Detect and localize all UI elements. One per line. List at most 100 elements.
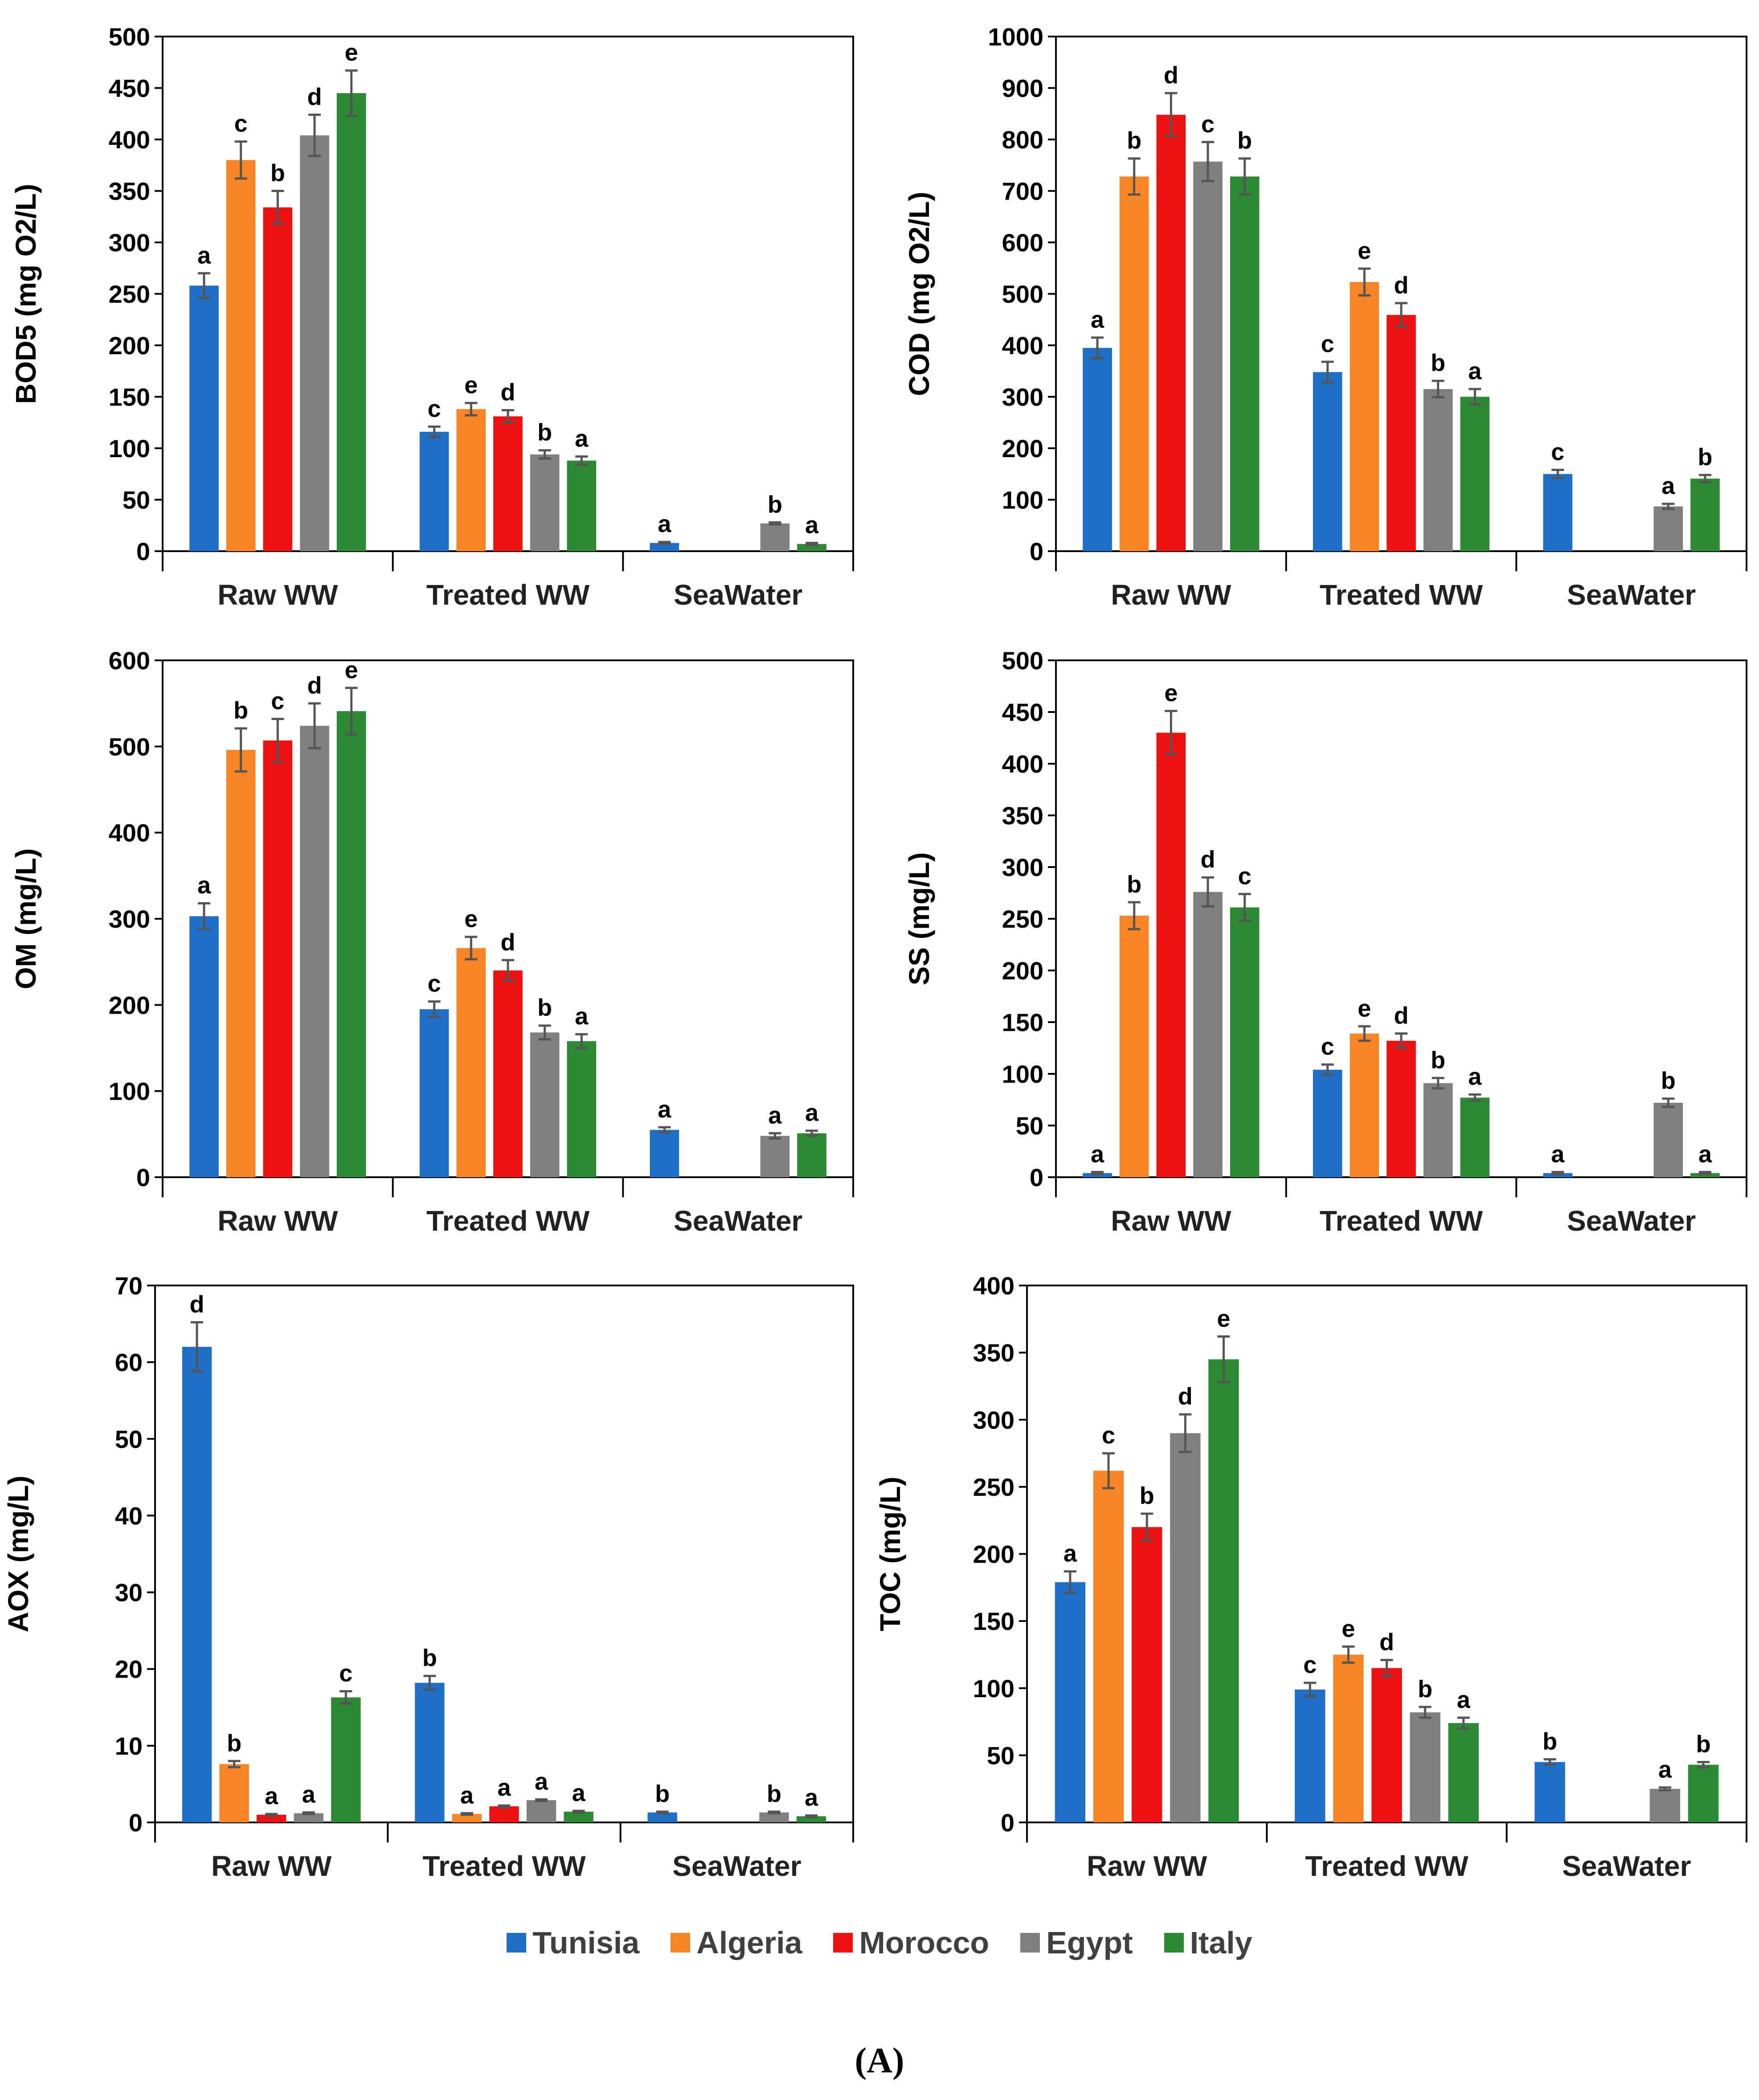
significance-label: d xyxy=(1178,1383,1193,1410)
figure-caption: (A) xyxy=(855,2041,904,2080)
bar-italy-treated-ww xyxy=(567,1041,597,1177)
significance-label: d xyxy=(501,379,515,406)
y-tick-label: 350 xyxy=(109,177,150,205)
x-category-label: Raw WW xyxy=(211,1850,332,1882)
chart-panel-om: 0 100 200 300 400 500 600 OM (mg/L) Raw WW Treate… xyxy=(10,647,854,1237)
y-axis-title: COD (mg O2/L) xyxy=(903,192,935,396)
bar-italy-treated-ww xyxy=(1448,1723,1479,1822)
chart-panel-aox: 0 10 20 30 40 50 60 70 AOX (mg/L) Raw WW Treated W… xyxy=(2,1272,854,1882)
bar-algeria-treated-ww xyxy=(456,409,486,551)
bar-egypt-raw-ww xyxy=(1193,892,1223,1177)
significance-label: a xyxy=(575,1003,589,1030)
bar-algeria-treated-ww xyxy=(1333,1654,1364,1822)
bar-morocco-treated-ww xyxy=(1387,1040,1416,1177)
legend-label-tunisia: Tunisia xyxy=(532,1925,640,1960)
bar-tunisia-raw-ww xyxy=(1083,348,1112,551)
significance-label: c xyxy=(428,395,441,422)
bar-italy-seawater xyxy=(1688,1764,1719,1822)
significance-label: e xyxy=(1358,995,1371,1022)
significance-label: b xyxy=(1418,1676,1432,1703)
significance-label: d xyxy=(1164,62,1178,89)
significance-label: b xyxy=(1431,350,1445,377)
y-tick-label: 100 xyxy=(1002,486,1043,514)
bar-tunisia-raw-ww xyxy=(189,916,219,1177)
x-category-label: Treated WW xyxy=(426,579,590,611)
significance-label: a xyxy=(302,1781,316,1808)
y-tick-label: 300 xyxy=(1002,853,1043,881)
bar-italy-seawater xyxy=(797,1133,826,1177)
significance-label: e xyxy=(1164,680,1178,707)
y-tick-label: 700 xyxy=(1002,177,1043,205)
bar-tunisia-raw-ww xyxy=(182,1347,212,1822)
significance-label: c xyxy=(428,970,441,997)
significance-label: e xyxy=(1358,237,1371,264)
bar-italy-seawater xyxy=(796,1816,826,1822)
significance-label: d xyxy=(1379,1629,1394,1655)
significance-label: a xyxy=(1457,1687,1471,1713)
bar-egypt-treated-ww xyxy=(1423,389,1453,551)
significance-label: c xyxy=(234,111,248,137)
legend-label-italy: Italy xyxy=(1190,1925,1252,1960)
bar-egypt-seawater xyxy=(1653,506,1683,551)
bar-egypt-raw-ww xyxy=(300,135,329,551)
bar-morocco-treated-ww xyxy=(493,970,523,1177)
x-category-label: SeaWater xyxy=(1562,1850,1691,1882)
y-tick-label: 300 xyxy=(109,229,150,257)
bar-egypt-seawater xyxy=(760,1136,790,1177)
significance-label: e xyxy=(345,39,358,66)
significance-label: d xyxy=(1394,272,1409,299)
legend-item-algeria: Algeria xyxy=(671,1925,802,1961)
y-tick-label: 350 xyxy=(973,1339,1014,1367)
x-category-label: Raw WW xyxy=(217,1205,338,1237)
y-axis-title: TOC (mg/L) xyxy=(874,1477,906,1631)
significance-label: a xyxy=(497,1774,511,1801)
bar-tunisia-treated-ww xyxy=(1313,1069,1342,1177)
bar-italy-treated-ww xyxy=(567,460,597,551)
bar-italy-treated-ww xyxy=(1460,397,1490,551)
significance-label: b xyxy=(768,491,782,518)
x-category-label: Raw WW xyxy=(1111,579,1231,611)
significance-label: e xyxy=(464,906,478,933)
bar-italy-seawater xyxy=(797,544,826,551)
y-tick-label: 0 xyxy=(1030,537,1043,565)
bar-morocco-treated-ww xyxy=(493,416,523,551)
chart-panel-ss: 0 50 100 150 200 250 300 350 400 450 500 SS (mg/L) R… xyxy=(903,647,1747,1237)
significance-label: b xyxy=(1698,444,1713,471)
bar-algeria-treated-ww xyxy=(452,1814,482,1822)
y-tick-label: 100 xyxy=(973,1674,1014,1703)
y-axis-title: OM (mg/L) xyxy=(10,848,42,989)
y-tick-label: 900 xyxy=(1002,74,1043,102)
bar-tunisia-seawater xyxy=(647,1812,677,1822)
significance-label: d xyxy=(307,84,322,111)
y-tick-label: 400 xyxy=(109,819,150,847)
y-tick-label: 400 xyxy=(1002,750,1043,778)
significance-label: a xyxy=(658,1096,671,1123)
significance-label: c xyxy=(339,1660,352,1687)
y-tick-label: 400 xyxy=(1002,332,1043,360)
significance-label: b xyxy=(767,1781,781,1807)
bar-tunisia-seawater xyxy=(1543,474,1573,551)
significance-label: b xyxy=(1431,1047,1445,1073)
y-tick-label: 400 xyxy=(973,1272,1014,1300)
legend-swatch-morocco xyxy=(833,1933,853,1953)
legend-swatch-egypt xyxy=(1020,1933,1040,1953)
significance-label: a xyxy=(658,511,671,537)
y-tick-label: 200 xyxy=(973,1540,1014,1568)
y-tick-label: 0 xyxy=(129,1809,143,1837)
bar-italy-raw-ww xyxy=(1230,907,1260,1177)
significance-label: a xyxy=(1658,1756,1672,1783)
significance-label: a xyxy=(460,1782,474,1809)
y-tick-label: 100 xyxy=(109,1077,150,1105)
significance-label: c xyxy=(1102,1422,1115,1449)
x-category-label: Treated WW xyxy=(422,1850,586,1882)
y-tick-label: 200 xyxy=(109,991,150,1019)
bar-morocco-raw-ww xyxy=(263,207,293,552)
y-tick-label: 250 xyxy=(109,280,150,308)
bar-egypt-raw-ww xyxy=(1193,161,1223,551)
significance-label: a xyxy=(1698,1141,1712,1167)
bar-egypt-treated-ww xyxy=(530,1032,560,1177)
bar-tunisia-seawater xyxy=(1534,1762,1565,1822)
significance-label: d xyxy=(1394,1003,1409,1029)
significance-label: a xyxy=(535,1768,548,1795)
